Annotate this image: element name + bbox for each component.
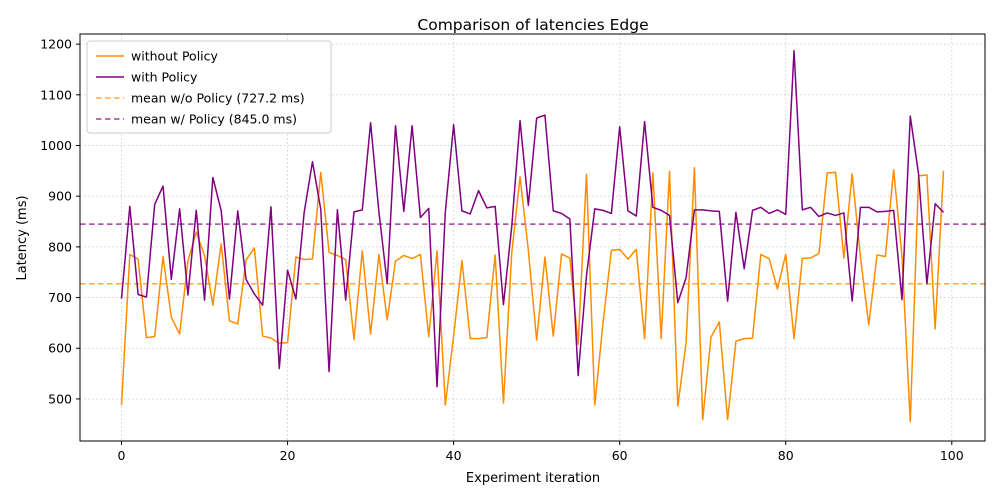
- y-tick-label: 700: [48, 290, 72, 305]
- y-tick-label: 500: [48, 391, 72, 406]
- x-tick-label: 40: [446, 448, 462, 463]
- x-tick-label: 20: [280, 448, 296, 463]
- series-layer: [80, 49, 985, 423]
- y-tick-label: 800: [48, 239, 72, 254]
- y-tick-label: 1100: [40, 87, 72, 102]
- series-line-1: [120, 49, 945, 388]
- plot-area-frame: [79, 33, 986, 442]
- x-axis-label: Experiment iteration: [466, 471, 600, 486]
- x-tick-label: 100: [940, 448, 964, 463]
- x-tick-label: 60: [612, 448, 628, 463]
- legend-label: with Policy: [131, 70, 198, 85]
- y-axis-label: Latency (ms): [15, 195, 30, 280]
- legend-box: [86, 40, 332, 134]
- x-tick-label: 0: [118, 448, 126, 463]
- y-tick-label: 1000: [40, 138, 72, 153]
- y-tick-label: 1200: [40, 37, 72, 52]
- chart-title: Comparison of latencies Edge: [417, 16, 648, 34]
- y-axis: 500 600 700 800 900 1000 1100 1200: [40, 37, 80, 406]
- legend: without Policy with Policy mean w/o Policy…: [86, 40, 332, 134]
- x-tick-label: 80: [778, 448, 794, 463]
- y-tick-label: 600: [48, 341, 72, 356]
- legend-label: mean w/o Policy (727.2 ms): [131, 91, 305, 106]
- series-line-0: [120, 167, 945, 423]
- legend-label: without Policy: [131, 49, 219, 64]
- legend-label: mean w/ Policy (845.0 ms): [131, 112, 297, 127]
- x-axis: 0 20 40 60 80 100: [118, 441, 964, 463]
- y-tick-label: 900: [48, 189, 72, 204]
